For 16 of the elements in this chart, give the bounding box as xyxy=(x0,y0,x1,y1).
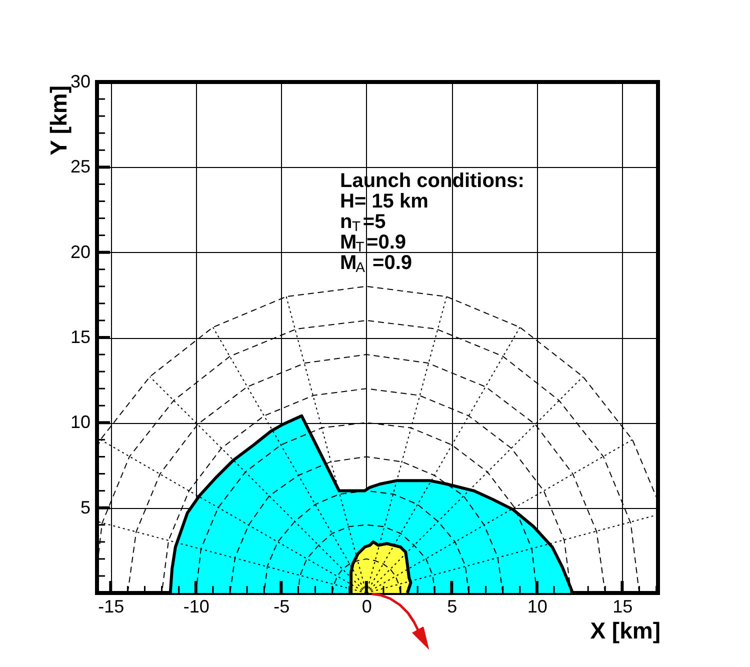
x-tick-label: 5 xyxy=(447,596,458,616)
y-tick-label: 10 xyxy=(70,412,90,432)
x-tick-label: 10 xyxy=(527,596,548,616)
y-tick-label: 15 xyxy=(70,327,90,347)
x-tick-label: -10 xyxy=(183,596,210,616)
y-tick-label: 5 xyxy=(80,497,90,518)
y-tick-label: 30 xyxy=(70,72,90,92)
x-tick-label: 0 xyxy=(362,596,372,616)
y-tick-label: 25 xyxy=(70,156,90,177)
y-tick-label: 20 xyxy=(70,242,90,262)
x-axis-title: X [km] xyxy=(590,618,660,644)
x-tick-label: -5 xyxy=(274,596,290,616)
x-tick-label: -15 xyxy=(98,596,124,616)
annotation: H= 15 km xyxy=(340,190,428,212)
y-axis-title: Y [km] xyxy=(46,86,72,156)
x-tick-label: 15 xyxy=(612,596,633,616)
